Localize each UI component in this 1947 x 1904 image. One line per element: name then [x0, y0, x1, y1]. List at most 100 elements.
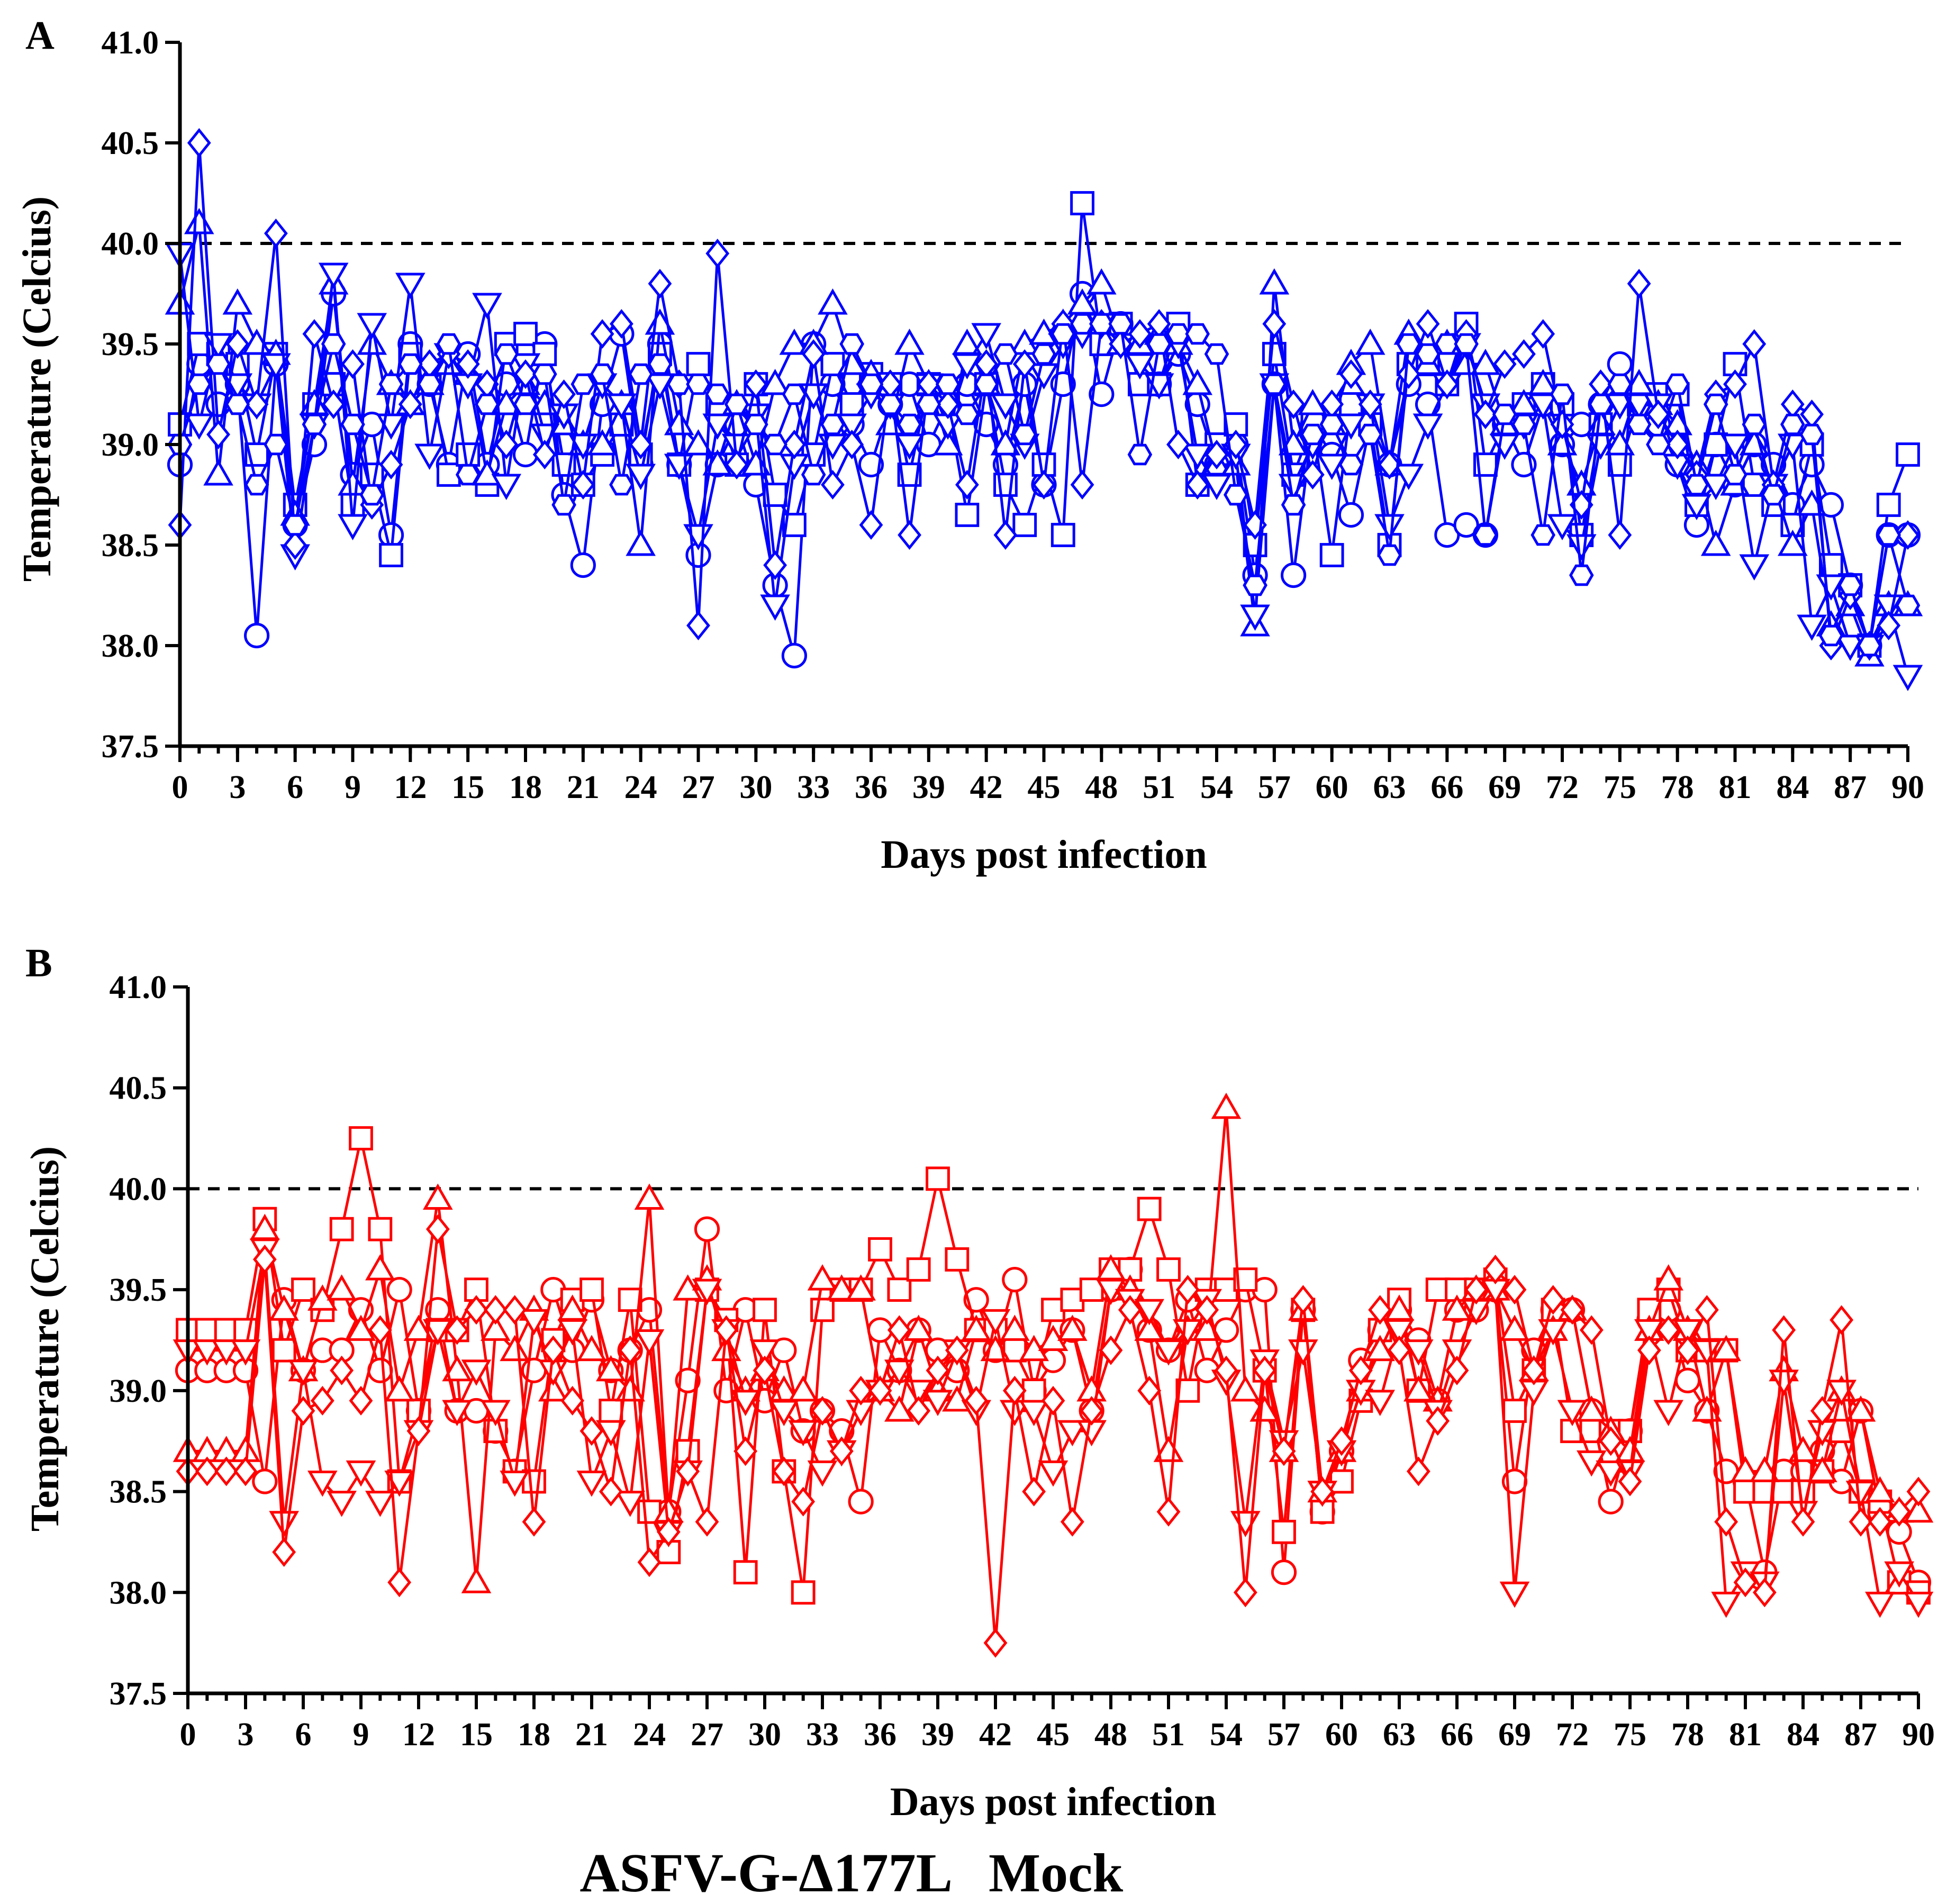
data-point-triangle-up	[491, 388, 522, 415]
data-point-hexagon	[1166, 323, 1191, 345]
data-point-hexagon	[1357, 423, 1383, 446]
data-point-diamond	[1368, 1295, 1392, 1325]
data-point-square	[945, 1247, 970, 1272]
data-point-hexagon	[494, 343, 519, 365]
data-point-hexagon	[206, 353, 231, 375]
data-point-diamond	[1397, 359, 1421, 389]
data-point-triangle-up	[384, 1375, 414, 1402]
data-point-hexagon	[1262, 373, 1287, 395]
data-point-triangle-up	[1865, 1476, 1895, 1503]
data-point-hexagon	[744, 413, 768, 436]
data-point-diamond	[772, 1456, 796, 1486]
data-point-diamond	[1272, 1436, 1296, 1466]
data-point-triangle-up	[1259, 268, 1290, 295]
data-point-hexagon	[1089, 313, 1114, 335]
data-point-triangle-down	[1393, 464, 1424, 491]
data-point-diamond	[579, 1416, 604, 1446]
data-point-triangle-down	[1182, 443, 1213, 470]
data-point-hexagon	[398, 353, 423, 375]
data-point-triangle-down	[1672, 1319, 1703, 1346]
data-point-triangle-down	[1201, 474, 1232, 501]
data-point-triangle-down	[491, 474, 522, 501]
data-point-triangle-up	[1711, 1335, 1741, 1362]
data-point-diamond	[1896, 520, 1920, 550]
x-tick-label: 24	[624, 769, 657, 805]
y-tick-label: 37.5	[110, 1676, 167, 1712]
data-point-diamond	[1646, 399, 1670, 430]
data-point-circle	[1281, 562, 1307, 588]
data-point-hexagon	[1377, 544, 1402, 566]
data-point-diamond	[686, 610, 710, 641]
data-point-square	[1070, 191, 1094, 215]
x-tick-label: 21	[567, 769, 600, 805]
data-point-diamond	[379, 449, 403, 480]
data-point-square	[791, 1580, 816, 1605]
data-point-diamond	[1137, 1375, 1162, 1406]
x-tick-label: 87	[1834, 769, 1867, 805]
x-tick-label: 30	[739, 769, 772, 805]
data-point-hexagon	[551, 494, 576, 516]
data-point-hexagon	[724, 393, 749, 415]
x-tick-label: 78	[1671, 1717, 1704, 1753]
data-point-triangle-up	[365, 1254, 395, 1281]
data-point-triangle-up	[1807, 1456, 1837, 1482]
data-point-hexagon	[1665, 373, 1690, 395]
data-point-hexagon	[1224, 484, 1248, 506]
data-point-triangle-up	[500, 1335, 530, 1362]
data-point-diamond	[522, 1507, 546, 1537]
data-point-diamond	[1522, 1355, 1546, 1385]
data-point-hexagon	[455, 464, 481, 486]
data-point-diamond	[590, 319, 614, 349]
data-point-diamond	[283, 530, 307, 560]
data-point-triangle-up	[357, 328, 387, 355]
data-point-diamond	[821, 469, 845, 500]
data-point-triangle-down	[760, 594, 790, 621]
data-point-square	[329, 1217, 354, 1241]
data-point-diamond	[1780, 389, 1805, 420]
data-point-triangle-up	[184, 207, 214, 234]
y-tick-label: 41.0	[102, 25, 159, 61]
data-point-triangle-down	[1240, 604, 1270, 631]
data-point-circle	[244, 622, 270, 649]
panel-label: B	[25, 941, 52, 985]
data-point-triangle-down	[269, 1511, 299, 1537]
data-point-triangle-down	[1865, 1591, 1895, 1618]
data-point-triangle-down	[1884, 1561, 1914, 1588]
y-tick-label: 39.0	[102, 427, 159, 463]
y-axis-title: Temperature (Celcius)	[15, 196, 59, 582]
x-tick-label: 69	[1488, 769, 1521, 805]
data-point-square	[733, 1560, 758, 1585]
x-tick-label: 87	[1844, 1717, 1877, 1753]
data-point-diamond	[1329, 1426, 1354, 1456]
data-point-diamond	[1416, 309, 1440, 339]
x-tick-label: 9	[353, 1717, 369, 1753]
data-point-triangle-down	[1653, 1400, 1683, 1427]
data-point-diamond	[926, 1355, 950, 1385]
data-point-diamond	[1608, 520, 1632, 550]
data-point-diamond	[1406, 1456, 1430, 1486]
data-point-diamond	[349, 1385, 373, 1416]
data-point-square	[926, 1166, 950, 1191]
data-point-triangle-down	[414, 443, 445, 470]
data-point-diamond	[945, 1335, 969, 1365]
data-point-hexagon	[1031, 343, 1056, 365]
data-point-diamond	[1791, 1507, 1815, 1537]
data-point-diamond	[1868, 1507, 1892, 1537]
data-point-circle	[1674, 1367, 1701, 1393]
data-point-triangle-up	[818, 288, 848, 315]
data-point-diamond	[541, 1335, 565, 1365]
x-tick-label: 6	[287, 769, 303, 805]
data-point-circle	[675, 1367, 701, 1393]
data-point-diamond	[1723, 369, 1747, 400]
data-point-triangle-down	[1711, 1591, 1741, 1618]
data-point-triangle-down	[788, 1420, 818, 1447]
y-tick-label: 38.5	[110, 1474, 167, 1510]
data-point-circle	[694, 1216, 720, 1242]
data-point-hexagon	[1761, 484, 1786, 506]
data-point-triangle-down	[1173, 1319, 1203, 1346]
data-point-diamond	[1656, 1315, 1681, 1345]
data-point-circle	[570, 552, 596, 578]
x-tick-label: 75	[1614, 1717, 1646, 1753]
data-point-diamond	[868, 1375, 892, 1406]
data-point-triangle-up	[884, 1395, 914, 1422]
